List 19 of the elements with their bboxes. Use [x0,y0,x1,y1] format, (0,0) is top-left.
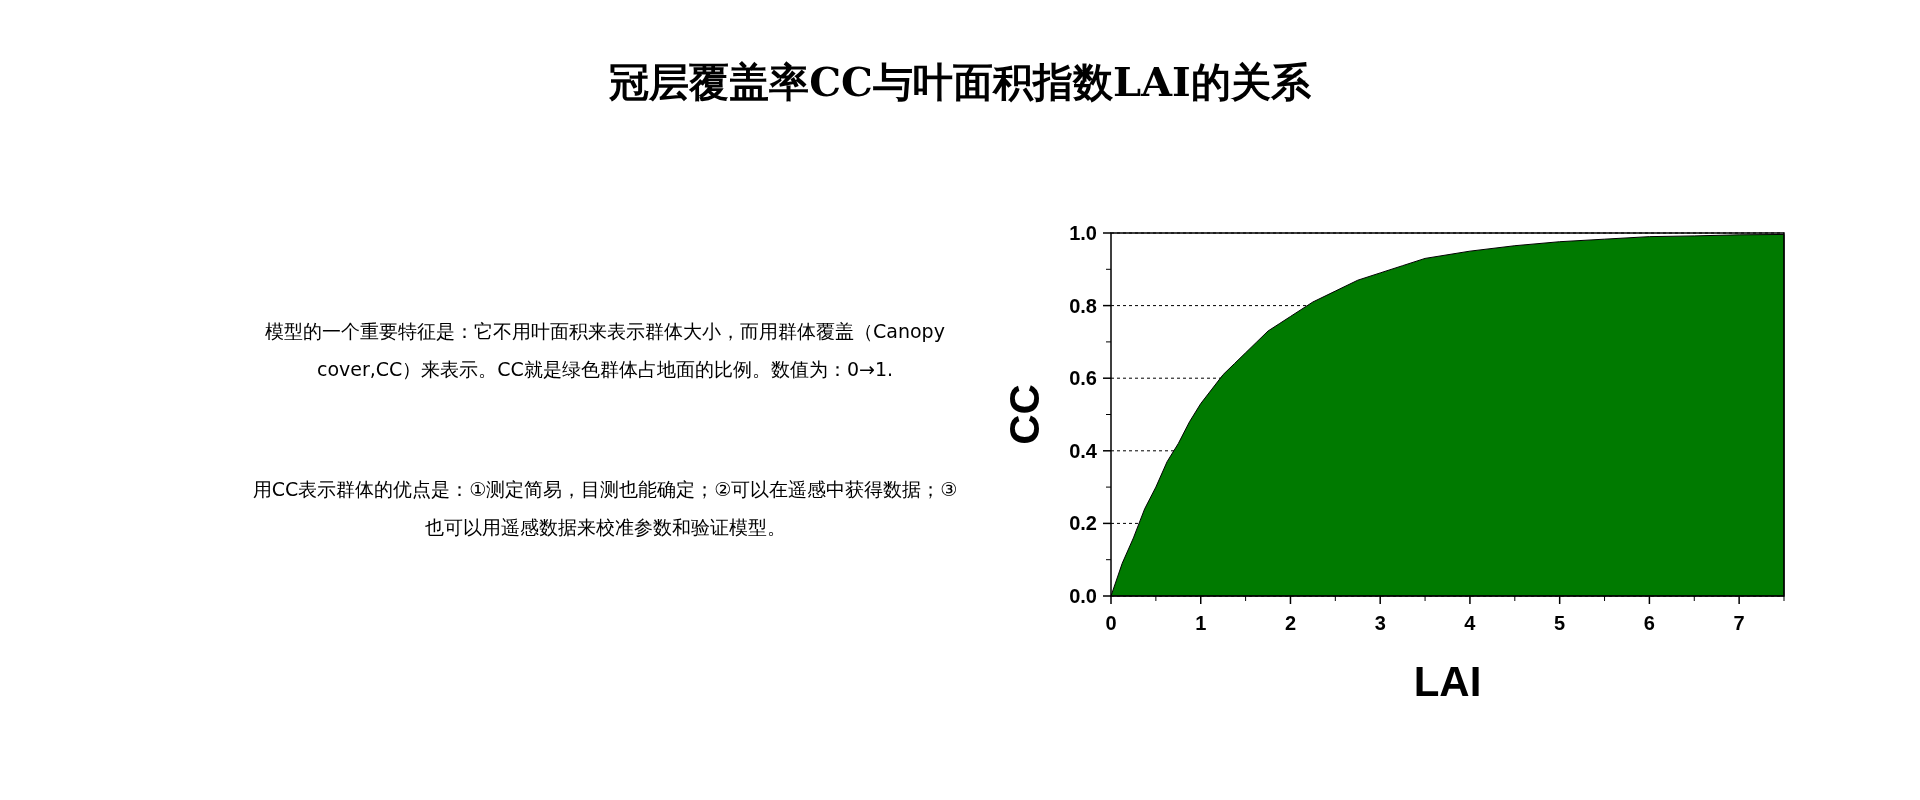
y-tick-label: 0.6 [1069,367,1097,390]
x-tick-label: 6 [1643,612,1655,634]
x-tick-label: 1 [1195,612,1207,634]
text: 用CC表示群体的优点是：①测定简易，目测也能确定；②可以在遥感中获得数据；③也可以用遥感数据来校准参数和验证模型。 [251,477,959,540]
y-tick-label: 0.0 [1069,585,1097,607]
x-tick-label: 7 [1733,612,1745,634]
x-axis-title: LAI [1413,658,1482,705]
x-tick-label: 5 [1554,612,1566,634]
x-tick-label: 4 [1464,612,1477,634]
y-tick-label: 0.2 [1069,512,1097,535]
chart-title: 冠层覆盖率CC与叶面积指数LAI的关系 [608,57,1312,107]
text: 模型的一个重要特征是：它不用叶面积来表示群体大小，而用群体覆盖（Canopy cover,CC）来表示。CC就是绿色群体占地面的比例。数值为：0→1. [264,319,946,382]
y-tick-label: 0.4 [1069,439,1098,462]
x-tick-label: 0 [1105,612,1117,634]
y-tick-label: 0.8 [1069,294,1097,317]
x-tick-label: 2 [1284,612,1297,634]
y-axis-title: CC [1001,384,1048,445]
x-tick-label: 3 [1374,612,1386,634]
y-tick-label: 1.0 [1069,222,1097,244]
